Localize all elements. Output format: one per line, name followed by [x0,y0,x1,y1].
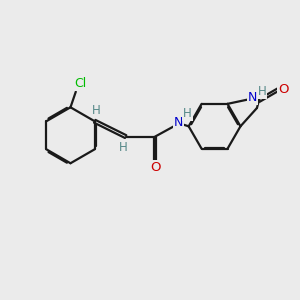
Text: O: O [278,83,289,96]
Text: H: H [92,103,100,117]
Text: Cl: Cl [74,77,86,90]
Text: H: H [258,85,266,98]
Text: H: H [119,141,128,154]
Text: O: O [150,161,161,174]
Text: H: H [183,107,192,120]
Text: N: N [174,116,183,129]
Text: N: N [248,91,257,104]
